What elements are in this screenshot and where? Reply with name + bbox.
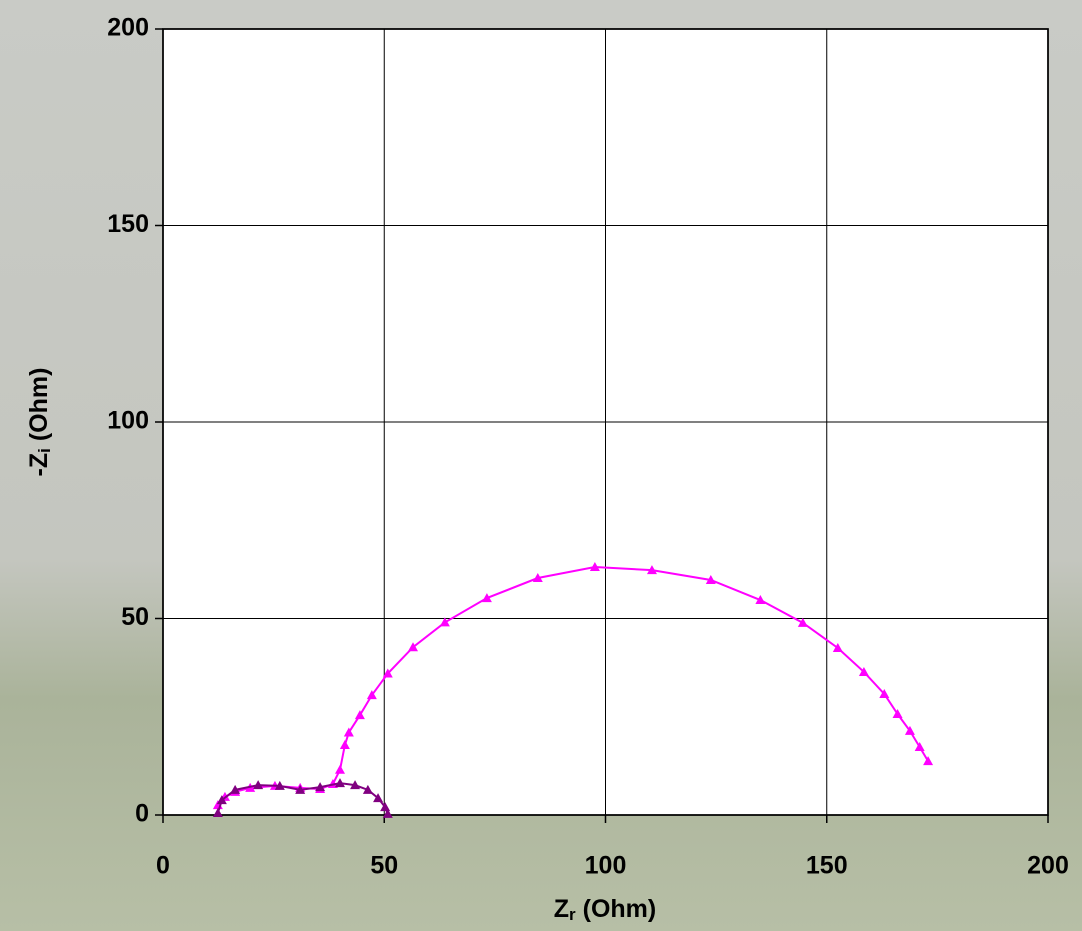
data-point [439, 617, 450, 627]
data-point [335, 764, 345, 774]
data-point [366, 690, 377, 700]
x-tick-label: 50 [370, 852, 398, 880]
data-point [230, 784, 241, 794]
data-point [904, 725, 915, 735]
data-point [335, 778, 345, 788]
data-point [216, 795, 227, 805]
data-point [343, 727, 354, 737]
data-point [212, 808, 223, 818]
y-tick-label: 0 [135, 800, 149, 828]
data-point [923, 756, 934, 766]
data-point [408, 642, 419, 652]
data-point [362, 784, 373, 794]
y-axis-label: -Zi (Ohm) [25, 368, 55, 477]
data-point [481, 593, 492, 603]
y-tick-label: 200 [107, 14, 149, 42]
data-point [339, 740, 350, 750]
data-point [532, 573, 543, 583]
data-point [253, 780, 264, 790]
data-point [315, 782, 326, 792]
data-point [295, 784, 306, 794]
x-tick-label: 100 [585, 852, 627, 880]
data-point [914, 742, 925, 752]
data-point [380, 802, 391, 812]
data-point [350, 780, 361, 790]
x-tick-label: 200 [1027, 852, 1069, 880]
data-point [382, 668, 393, 678]
data-point [892, 708, 903, 718]
data-point [382, 808, 393, 818]
data-point [858, 666, 869, 676]
data-point [755, 595, 766, 605]
data-point [373, 793, 384, 803]
data-point [274, 780, 285, 790]
data-point [832, 642, 843, 652]
data-point [797, 617, 808, 627]
x-axis-label: Zr (Ohm) [554, 895, 656, 925]
x-tick-label: 150 [806, 852, 848, 880]
data-point [879, 688, 890, 698]
y-tick-label: 100 [107, 407, 149, 435]
data-point [646, 565, 657, 575]
data-point [705, 574, 716, 584]
y-tick-label: 150 [107, 210, 149, 238]
x-tick-label: 0 [156, 852, 170, 880]
plot-frame [162, 28, 1049, 816]
data-point [354, 710, 365, 720]
y-tick-label: 50 [121, 603, 149, 631]
data-point [589, 562, 600, 572]
